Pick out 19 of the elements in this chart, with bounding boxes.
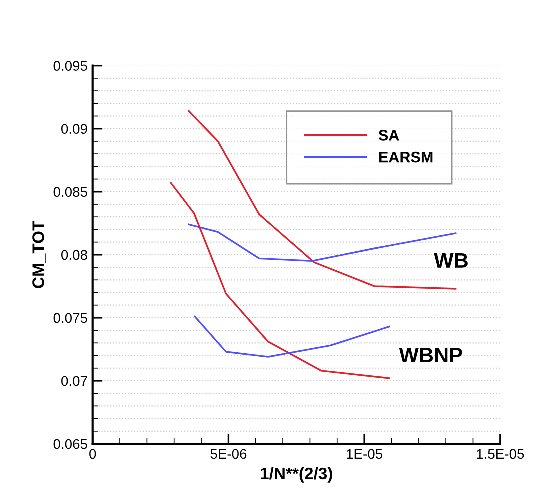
y-tick-label: 0.085 — [54, 187, 88, 198]
x-axis-title: 1/N**(2/3) — [261, 467, 332, 483]
y-tick-label: 0.08 — [62, 250, 88, 260]
x-tick-label: 1E-05 — [347, 449, 382, 460]
line-series — [194, 316, 390, 358]
y-tick-label: 0.07 — [62, 376, 88, 386]
legend-label: SA — [378, 130, 400, 141]
x-tick-label: 1.5E-05 — [477, 449, 524, 460]
y-axis-title: CM_TOT — [32, 220, 46, 288]
y-tick-label: 0.095 — [54, 61, 88, 72]
x-tick-label: 0 — [90, 449, 96, 460]
x-tick-label: 5E-06 — [210, 449, 247, 460]
annotation: WBNP — [399, 348, 462, 362]
line-series — [170, 182, 390, 380]
y-tick-label: 0.075 — [54, 313, 88, 324]
y-tick-label: 0.065 — [54, 439, 88, 450]
annotation: WB — [434, 254, 468, 268]
y-tick-label: 0.09 — [62, 124, 88, 134]
legend-label: EARSM — [380, 152, 433, 163]
